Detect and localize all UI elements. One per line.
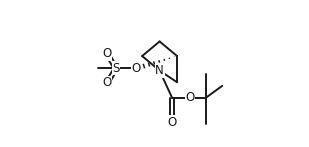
Text: S: S	[112, 62, 120, 75]
Text: O: O	[103, 47, 112, 60]
Text: O: O	[103, 76, 112, 90]
Text: O: O	[185, 91, 195, 104]
Text: O: O	[132, 62, 141, 75]
Text: N: N	[155, 64, 164, 77]
Text: O: O	[167, 116, 177, 129]
